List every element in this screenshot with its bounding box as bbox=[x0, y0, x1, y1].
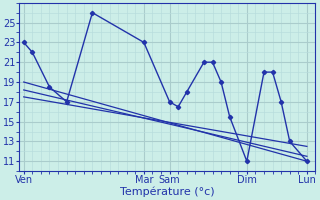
X-axis label: Température (°c): Température (°c) bbox=[120, 187, 215, 197]
